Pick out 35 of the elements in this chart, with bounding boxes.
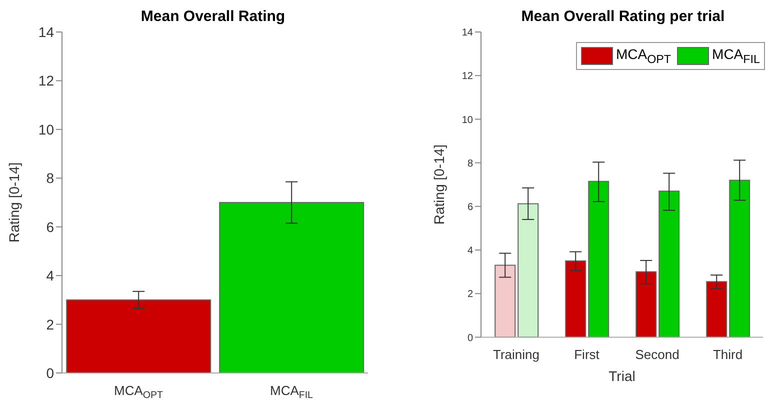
y-tick-label: 12	[462, 71, 474, 82]
x-tick-label: Second	[635, 347, 680, 362]
bar	[636, 271, 657, 338]
y-tick-label: 6	[467, 202, 474, 213]
y-tick-label: 10	[38, 121, 54, 138]
x-tick-label: First	[574, 347, 600, 362]
x-tick-label: Third	[712, 347, 743, 362]
y-tick-label: 14	[462, 28, 474, 39]
y-tick-label: 4	[46, 268, 54, 284]
bar	[658, 190, 680, 338]
y-axis-title: Rating [0-14]	[430, 144, 447, 225]
y-tick-label: 2	[46, 316, 54, 332]
y-tick-label: 4	[467, 246, 474, 257]
y-tick-label: 10	[462, 114, 474, 126]
y-axis-title: Rating [0-14]	[6, 162, 22, 242]
y-tick-label: 6	[46, 218, 54, 235]
x-tick-label: Training	[493, 347, 540, 362]
y-tick-label: 0	[467, 332, 474, 344]
y-tick-label: 2	[467, 289, 474, 300]
y-tick-label: 8	[467, 158, 474, 170]
bar	[518, 203, 539, 338]
bar	[729, 180, 750, 338]
chart-title: Mean Overall Rating per trial	[520, 8, 726, 27]
bar	[565, 260, 586, 338]
bar	[494, 264, 516, 338]
legend-label: MCA$_{FIL}$	[712, 46, 760, 66]
x-axis-title: Trial	[608, 368, 636, 384]
bar	[706, 281, 728, 338]
y-tick-label: 8	[46, 170, 54, 186]
y-tick-label: 12	[38, 72, 54, 89]
y-tick-label: 14	[38, 24, 54, 40]
chart-title: Mean Overall Rating	[140, 8, 286, 25]
y-tick-label: 0	[46, 364, 54, 381]
legend-label: MCA$_{OPT}$	[616, 46, 672, 66]
bar	[588, 180, 610, 338]
